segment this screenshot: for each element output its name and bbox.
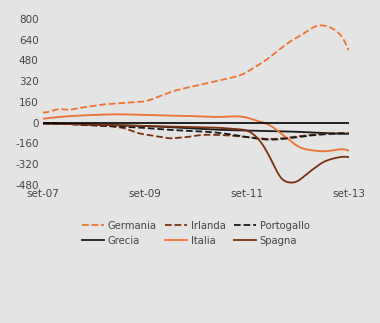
Legend: Germania, Grecia, Irlanda, Italia, Portogallo, Spagna: Germania, Grecia, Irlanda, Italia, Porto… (78, 216, 314, 250)
